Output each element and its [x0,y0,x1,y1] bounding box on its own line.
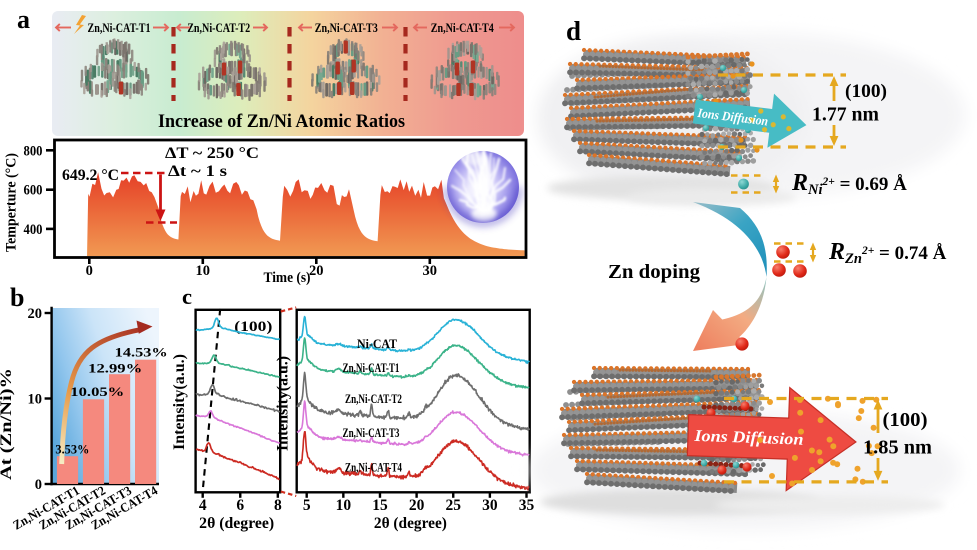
svg-text:3.53%: 3.53% [55,443,89,457]
svg-text:0: 0 [86,263,93,279]
svg-text:Zn,Ni-CAT-T4: Zn,Ni-CAT-T4 [345,461,403,475]
svg-text:20: 20 [309,263,324,279]
svg-text:12.99%: 12.99% [88,362,142,376]
svg-text:Zn,Ni-CAT-T2: Zn,Ni-CAT-T2 [187,21,250,35]
svg-text:At (Zn/Ni)%: At (Zn/Ni)% [0,368,15,480]
svg-text:6: 6 [236,497,244,514]
svg-text:30: 30 [482,497,498,514]
svg-text:Temperture (°C): Temperture (°C) [4,153,20,252]
svg-text:Ions Diffusion: Ions Diffusion [693,426,804,449]
svg-text:(100): (100) [883,410,928,431]
svg-text:Zn,Ni-CAT-T1: Zn,Ni-CAT-T1 [88,21,151,35]
svg-text:35: 35 [519,497,535,514]
svg-text:b: b [10,283,24,312]
svg-text:d: d [566,16,581,46]
svg-text:15: 15 [372,497,388,514]
svg-text:2θ (degree): 2θ (degree) [374,515,447,532]
svg-text:Increase of Zn/Ni Atomic Ratio: Increase of Zn/Ni Atomic Ratios [158,111,405,132]
svg-text:10: 10 [336,497,352,514]
svg-text:20: 20 [409,497,425,514]
svg-text:1.77 nm: 1.77 nm [812,104,879,126]
svg-text:c: c [182,284,192,309]
svg-text:a: a [17,5,30,34]
svg-text:600: 600 [24,183,43,199]
svg-text:Intensity(a.u.): Intensity(a.u.) [275,356,292,451]
svg-text:14.53%: 14.53% [115,346,168,360]
svg-text:10: 10 [28,392,43,408]
svg-text:RNi2+ = 0.69 Å: RNi2+ = 0.69 Å [791,170,907,198]
svg-text:0: 0 [35,477,42,493]
svg-text:8: 8 [274,497,282,514]
svg-text:30: 30 [423,263,438,279]
svg-text:Zn doping: Zn doping [608,261,701,283]
svg-text:Zn,Ni-CAT-T4: Zn,Ni-CAT-T4 [431,21,494,35]
svg-text:Zn,Ni-CAT-T2: Zn,Ni-CAT-T2 [345,392,402,406]
svg-text:2θ (degree): 2θ (degree) [199,515,274,532]
svg-text:Zn,Ni-CAT-T3: Zn,Ni-CAT-T3 [315,21,378,35]
svg-text:5: 5 [303,497,311,514]
svg-text:Δt ~ 1 s: Δt ~ 1 s [168,163,227,180]
svg-text:(100): (100) [845,81,887,102]
svg-text:10: 10 [196,263,211,279]
svg-text:Zn,Ni-CAT-T3: Zn,Ni-CAT-T3 [343,426,400,440]
svg-text:1.85 nm: 1.85 nm [863,437,932,459]
svg-text:800: 800 [24,143,43,159]
svg-text:Ni-CAT: Ni-CAT [357,337,398,351]
svg-text:649.2 °C: 649.2 °C [62,167,119,184]
svg-text:4: 4 [199,497,207,514]
svg-text:25: 25 [445,497,461,514]
svg-text:400: 400 [24,222,43,238]
svg-text:Time (s): Time (s) [264,270,311,286]
svg-text:20: 20 [28,306,43,322]
svg-text:ΔT ~ 250 °C: ΔT ~ 250 °C [165,145,259,162]
svg-text:Intensity(a.u.): Intensity(a.u.) [171,354,188,450]
svg-text:10.05%: 10.05% [70,385,124,399]
svg-text:Zn,Ni-CAT-T1: Zn,Ni-CAT-T1 [343,361,400,375]
svg-text:(100): (100) [234,319,272,335]
